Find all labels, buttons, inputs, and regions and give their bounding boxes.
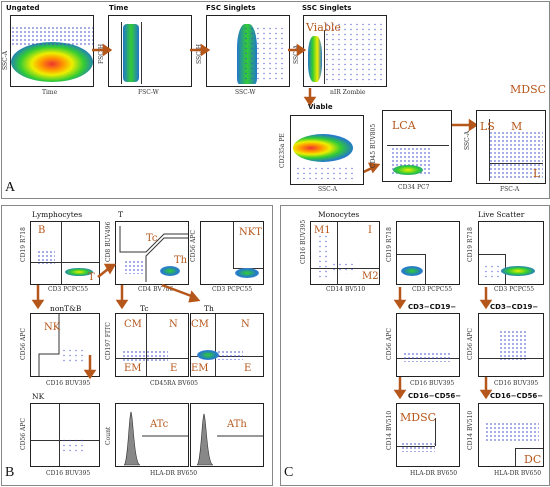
x-axis-label: CD34 PC7 xyxy=(398,184,430,191)
plot-atc xyxy=(115,403,189,467)
mdsc-label: MDSC xyxy=(510,83,547,96)
gate-label: M1 xyxy=(314,225,331,236)
x-axis-label: CD3 PCPC55 xyxy=(412,286,453,293)
x-axis-label: HLA-DR BV650 xyxy=(410,470,458,477)
plot-title: CD3−CD19− xyxy=(408,303,457,311)
x-axis-label: FSC-A xyxy=(500,186,520,193)
x-axis-label: SSC-W xyxy=(235,89,256,96)
plot-viable xyxy=(290,115,364,185)
x-axis-label: CD3 PCPC55 xyxy=(212,286,253,293)
plot-title: Lymphocytes xyxy=(32,210,83,219)
y-axis-label: CD45 BUV805 xyxy=(370,123,377,168)
panel-b-letter: B xyxy=(5,465,15,480)
plot-title: CD16−CD56− xyxy=(408,392,462,400)
plot-title: CD16−CD56− xyxy=(490,392,544,400)
plot-title: Th xyxy=(204,304,214,313)
plot-title: NK xyxy=(32,392,45,401)
gate-label: ATc xyxy=(150,419,169,430)
plot-live-scatter xyxy=(478,221,544,285)
plot-title: CD3−CD19− xyxy=(490,303,539,311)
plot-title: Time xyxy=(109,4,129,12)
plot-fsc-singlets xyxy=(206,15,290,87)
plot-t xyxy=(115,221,189,285)
plot-title: FSC Singlets xyxy=(206,4,256,12)
y-axis-label: CD235a PE xyxy=(279,133,286,168)
gate-label: E xyxy=(244,363,252,374)
x-axis-label: HLA-DR BV650 xyxy=(150,470,198,477)
panel-a-letter: A xyxy=(5,180,16,195)
plot-tc xyxy=(115,313,189,377)
plot-cd3cd19-a xyxy=(396,313,460,377)
plot-title: Monocytes xyxy=(318,210,360,219)
gate-label: Tc xyxy=(146,233,158,244)
x-axis-label: CD45RA BV605 xyxy=(150,380,198,387)
gate-label: NKT xyxy=(239,227,262,238)
panel-c-letter: C xyxy=(284,465,294,480)
plot-title: nonT&B xyxy=(50,304,82,313)
x-axis-label: FSC-W xyxy=(138,89,159,96)
gate-label: I xyxy=(368,225,372,236)
gate-label: CM xyxy=(124,319,142,330)
x-axis-label: CD3 PCPC55 xyxy=(48,286,89,293)
plot-nkt xyxy=(200,221,264,285)
x-axis-label: nIR Zombie xyxy=(330,89,366,96)
gate-label: DC xyxy=(524,453,542,466)
x-axis-label: Time xyxy=(42,89,58,96)
gate-label: N xyxy=(169,319,178,330)
plot-nontb xyxy=(30,313,100,377)
x-axis-label: CD4 BV786 xyxy=(138,286,174,293)
x-axis-label: CD16 BUV395 xyxy=(46,380,91,387)
gate-label: Viable xyxy=(306,21,341,34)
arrow xyxy=(31,263,201,380)
gate-label: LCA xyxy=(392,119,416,132)
plot-nk xyxy=(30,403,100,467)
x-axis-label: CD3 PCPC55 xyxy=(494,286,535,293)
gate-label: B xyxy=(38,225,46,236)
plot-mdsc-a xyxy=(476,110,546,184)
gate-label: T xyxy=(88,272,95,283)
plot-ath xyxy=(190,403,264,467)
plot-lymphocytes xyxy=(30,221,100,285)
plot-title: SSC Singlets xyxy=(302,4,352,12)
plot-title: Live Scatter xyxy=(478,210,525,219)
x-axis-label: CD14 BV510 xyxy=(326,286,366,293)
x-axis-label: HLA-DR BV650 xyxy=(494,470,542,477)
plot-monocytes xyxy=(310,221,380,285)
gate-label: LS xyxy=(480,120,495,133)
gate-label: ATh xyxy=(227,419,247,430)
arrow xyxy=(393,287,493,400)
plot-title: Ungated xyxy=(6,4,40,12)
gate-label: EM xyxy=(191,363,209,374)
plot-title: T xyxy=(118,210,124,219)
x-axis-label: CD16 BUV395 xyxy=(494,380,539,387)
gate-label: M xyxy=(511,120,523,133)
x-axis-label: CD16 BUV395 xyxy=(410,380,455,387)
arrow xyxy=(92,43,479,178)
plot-ssc-singlets xyxy=(303,15,387,87)
plot-cd3cd19-b xyxy=(478,313,544,377)
gate-label: N xyxy=(241,319,250,330)
plot-title: Viable xyxy=(308,103,333,111)
gate-label: Th xyxy=(174,255,188,266)
gate-label: NK xyxy=(44,322,61,333)
y-axis-label: SSC-A xyxy=(464,130,471,150)
plot-th xyxy=(190,313,264,377)
gate-label: E xyxy=(170,363,178,374)
plot-cd16cd56-a xyxy=(396,403,460,467)
plot-cd16cd56-b xyxy=(478,403,544,467)
gate-label: EM xyxy=(124,363,142,374)
plot-lca xyxy=(382,110,452,182)
plot-ungated xyxy=(10,15,94,87)
x-axis-label: SSC-A xyxy=(318,186,338,193)
x-axis-label: CD16 BUV395 xyxy=(46,470,91,477)
gate-label: CM xyxy=(191,319,209,330)
gate-label: M2 xyxy=(362,271,379,282)
plot-monocytes-cd3 xyxy=(396,221,460,285)
plot-title: Tc xyxy=(140,304,149,313)
gate-label: L xyxy=(533,167,541,180)
gate-label: MDSC xyxy=(400,411,437,424)
